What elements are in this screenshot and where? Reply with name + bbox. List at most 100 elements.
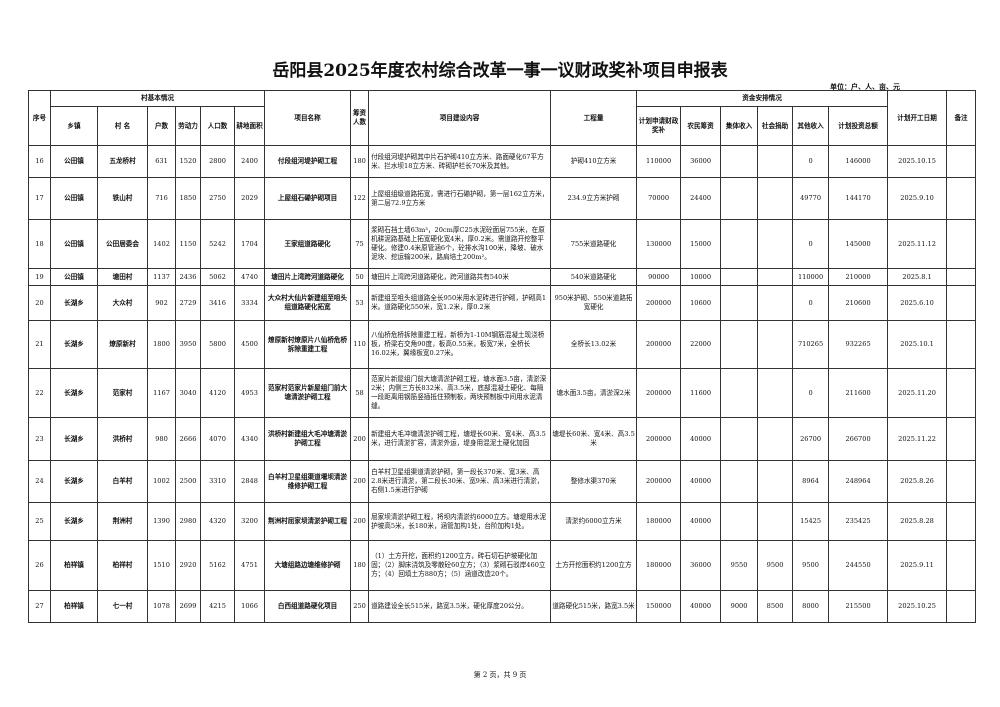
cell-village: 范家村 [97,368,148,418]
cell-start: 2025.8.28 [887,502,948,541]
cell-labor: 1520 [175,145,201,178]
cell-remark [946,145,977,178]
cell-project-name: 燎原新村燎原片八仙桥危桥拆除重建工程 [264,320,352,369]
cell-quantity: 土方开挖面积约1200立方 [550,540,638,591]
cell-collective [720,145,759,178]
cell-start: 2025.10.25 [887,590,948,623]
header-farmland: 耕地面积 [233,106,266,146]
cell-other: 710265 [792,320,830,369]
cell-project-name: 范家村范家片新屋组门前大塘清淤护砌工程 [264,368,352,418]
cell-remark [946,502,977,541]
cell-other: 0 [792,219,830,269]
cell-donation [757,502,794,541]
cell-population: 5242 [200,219,235,269]
cell-donation: 8500 [757,590,794,623]
cell-collective [720,502,759,541]
cell-farmland: 2400 [233,145,266,178]
cell-population: 4070 [200,417,235,461]
cell-fund-people: 53 [350,285,370,321]
cell-remark [946,417,977,461]
cell-households: 980 [147,417,176,461]
header-remark: 备注 [946,90,977,146]
cell-labor: 2729 [175,285,201,321]
cell-town: 公田镇 [50,177,98,220]
cell-subsidy: 200000 [636,460,682,503]
cell-remark [946,268,977,286]
cell-subsidy: 70000 [636,177,682,220]
cell-town: 公田镇 [50,268,98,286]
cell-farmer: 10600 [680,285,722,321]
header-labor: 劳动力 [175,106,201,146]
cell-town: 柏祥镇 [50,590,98,623]
cell-content: 范家片新屋组门前大塘清淤护砌工程，塘水面3.5亩，清淤深2米；内侧三方长832米… [368,368,552,418]
cell-total: 235425 [828,502,889,541]
header-collective: 集体收入 [720,106,759,146]
cell-households: 1167 [147,368,176,418]
cell-remark [946,219,977,269]
cell-seq: 24 [28,460,51,503]
cell-population: 5162 [200,540,235,591]
header-content: 项目建设内容 [368,90,552,146]
cell-collective [720,268,759,286]
cell-start: 2025.11.20 [887,368,948,418]
cell-seq: 22 [28,368,51,418]
cell-seq: 19 [28,268,51,286]
cell-other: 0 [792,145,830,178]
cell-donation [757,219,794,269]
cell-total: 210000 [828,268,889,286]
header-seq: 序号 [28,90,51,146]
cell-content: 上屋组组级道路拓宽，需进行石磡护砌，第一层162立方米，第二层72.9立方米 [368,177,552,220]
cell-collective: 9000 [720,590,759,623]
cell-donation [757,268,794,286]
cell-other: 26700 [792,417,830,461]
cell-remark [946,368,977,418]
cell-fund-people: 122 [350,177,370,220]
cell-fund-people: 50 [350,268,370,286]
cell-quantity: 950米护砌、550米道路拓宽硬化 [550,285,638,321]
project-table: 序号 村基本情况 项目名称 筹资人数 项目建设内容 工程量 资金安排情况 计划开… [28,90,977,623]
cell-households: 1002 [147,460,176,503]
cell-collective [720,368,759,418]
cell-other: 15425 [792,502,830,541]
header-subsidy: 计划申请财政奖补 [636,106,682,146]
cell-project-name: 荆洲村屈家坝清淤护砌工程 [264,502,352,541]
cell-total: 266700 [828,417,889,461]
cell-farmland: 4340 [233,417,266,461]
cell-project-name: 洪桥村新建组大毛冲塘清淤护砌工程 [264,417,352,461]
cell-town: 柏祥镇 [50,540,98,591]
cell-start: 2025.11.22 [887,417,948,461]
cell-total: 146000 [828,145,889,178]
cell-content: 新建组至咀头组道路全长950米用水泥砖进行护砌，护砌高1米。道路硬化550米，宽… [368,285,552,321]
table-row: 21 长湖乡 燎原新村 1800 3950 5800 4500 燎原新村燎原片八仙桥危桥拆除重… [28,320,977,369]
cell-farmland: 3334 [233,285,266,321]
table-body: 16 公田镇 五龙桥村 631 1520 2800 2400 付段组河堤护砌工程 180 付段组河… [28,145,977,623]
cell-fund-people: 200 [350,417,370,461]
cell-fund-people: 58 [350,368,370,418]
cell-seq: 20 [28,285,51,321]
cell-population: 4215 [200,590,235,623]
cell-population: 5062 [200,268,235,286]
cell-population: 3416 [200,285,235,321]
cell-subsidy: 180000 [636,540,682,591]
cell-farmland: 4500 [233,320,266,369]
table-row: 17 公田镇 铁山村 716 1850 2750 2029 上屋组石磡护砌项目 122 上屋组组级… [28,177,977,220]
cell-households: 1510 [147,540,176,591]
cell-labor: 2666 [175,417,201,461]
cell-population: 2750 [200,177,235,220]
cell-collective [720,417,759,461]
cell-quantity: 540米道路硬化 [550,268,638,286]
cell-collective [720,285,759,321]
cell-project-name: 王家组道路硬化 [264,219,352,269]
cell-collective [720,177,759,220]
header-town: 乡镇 [50,106,98,146]
cell-subsidy: 200000 [636,417,682,461]
cell-village: 塘田村 [97,268,148,286]
header-other: 其他收入 [792,106,830,146]
cell-start: 2025.8.26 [887,460,948,503]
header-project-name: 项目名称 [264,90,352,146]
cell-project-name: 白西组道路硬化项目 [264,590,352,623]
cell-content: 新建组大毛冲塘清淤护砌工程，塘堤长60米、宽4米、高3.5米，进行清淤扩容，清淤… [368,417,552,461]
table-row: 25 长湖乡 荆洲村 1390 2980 4320 3200 荆洲村屈家坝清淤护砌工程 200 屈… [28,502,977,541]
header-fund-people: 筹资人数 [350,90,370,146]
table-row: 27 柏祥镇 七一村 1078 2699 4215 1066 白西组道路硬化项目 250 道路建设… [28,590,977,623]
